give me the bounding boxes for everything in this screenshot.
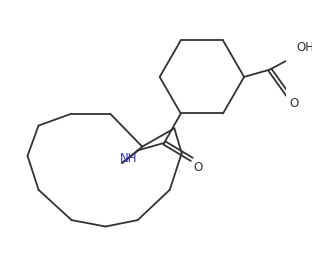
Text: OH: OH (296, 41, 312, 54)
Text: NH: NH (120, 152, 138, 165)
Text: O: O (289, 97, 298, 110)
Text: O: O (194, 161, 203, 174)
